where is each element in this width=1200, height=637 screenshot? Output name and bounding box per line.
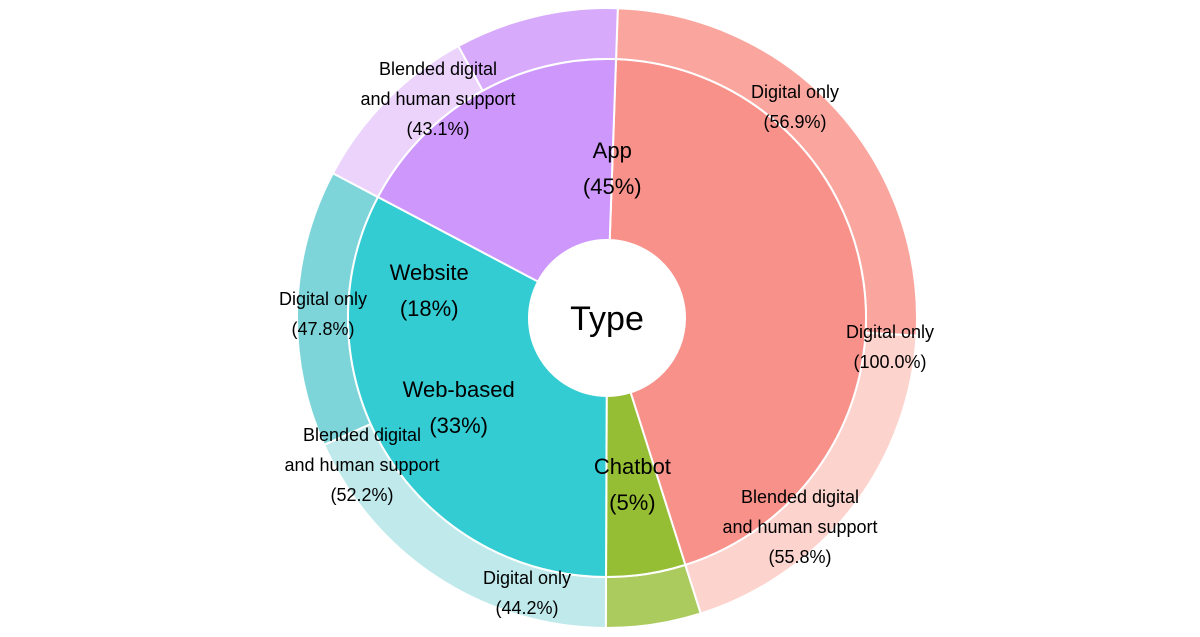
- outer-label-web-based-digital-only-percent: (44.2%): [495, 598, 558, 618]
- inner-ring: [347, 58, 867, 579]
- outer-label-web-based-blended-digital-and-human-support-line2: and human support: [722, 517, 877, 537]
- inner-percent-chatbot: (5%): [609, 490, 655, 515]
- inner-percent-app: (45%): [583, 174, 642, 199]
- outer-ring: [296, 7, 918, 630]
- outer-label-web-based-blended-digital-and-human-support-line1: Blended digital: [741, 487, 859, 507]
- outer-label-app-digital-only-percent: (56.9%): [763, 112, 826, 132]
- outer-label-website-digital-only-percent: (47.8%): [291, 319, 354, 339]
- inner-label-app: App: [593, 138, 632, 163]
- outer-label-website-blended-digital-and-human-support-line2: and human support: [284, 455, 439, 475]
- center-hole: [529, 240, 685, 396]
- outer-label-chatbot-digital-only-percent: (100.0%): [853, 352, 926, 372]
- inner-percent-website: (18%): [400, 296, 459, 321]
- outer-label-web-based-blended-digital-and-human-support-percent: (55.8%): [768, 547, 831, 567]
- inner-percent-web-based: (33%): [429, 413, 488, 438]
- outer-label-app-blended-digital-and-human-support-line1: Blended digital: [379, 59, 497, 79]
- outer-label-website-blended-digital-and-human-support-percent: (52.2%): [330, 485, 393, 505]
- inner-label-website: Website: [390, 260, 469, 285]
- inner-label-chatbot: Chatbot: [594, 454, 671, 479]
- inner-label-web-based: Web-based: [403, 377, 515, 402]
- outer-label-app-blended-digital-and-human-support-line2: and human support: [360, 89, 515, 109]
- chart-labels: App (45%) Chatbot (5%) Web-based (33%) Website…: [279, 59, 934, 618]
- center-label: Type: [570, 300, 644, 338]
- outer-label-app-blended-digital-and-human-support-percent: (43.1%): [406, 119, 469, 139]
- outer-label-website-digital-only-line1: Digital only: [279, 289, 367, 309]
- outer-label-web-based-digital-only-line1: Digital only: [483, 568, 571, 588]
- outer-label-website-blended-digital-and-human-support-line1: Blended digital: [303, 425, 421, 445]
- outer-label-app-digital-only-line1: Digital only: [751, 82, 839, 102]
- outer-label-chatbot-digital-only-line1: Digital only: [846, 322, 934, 342]
